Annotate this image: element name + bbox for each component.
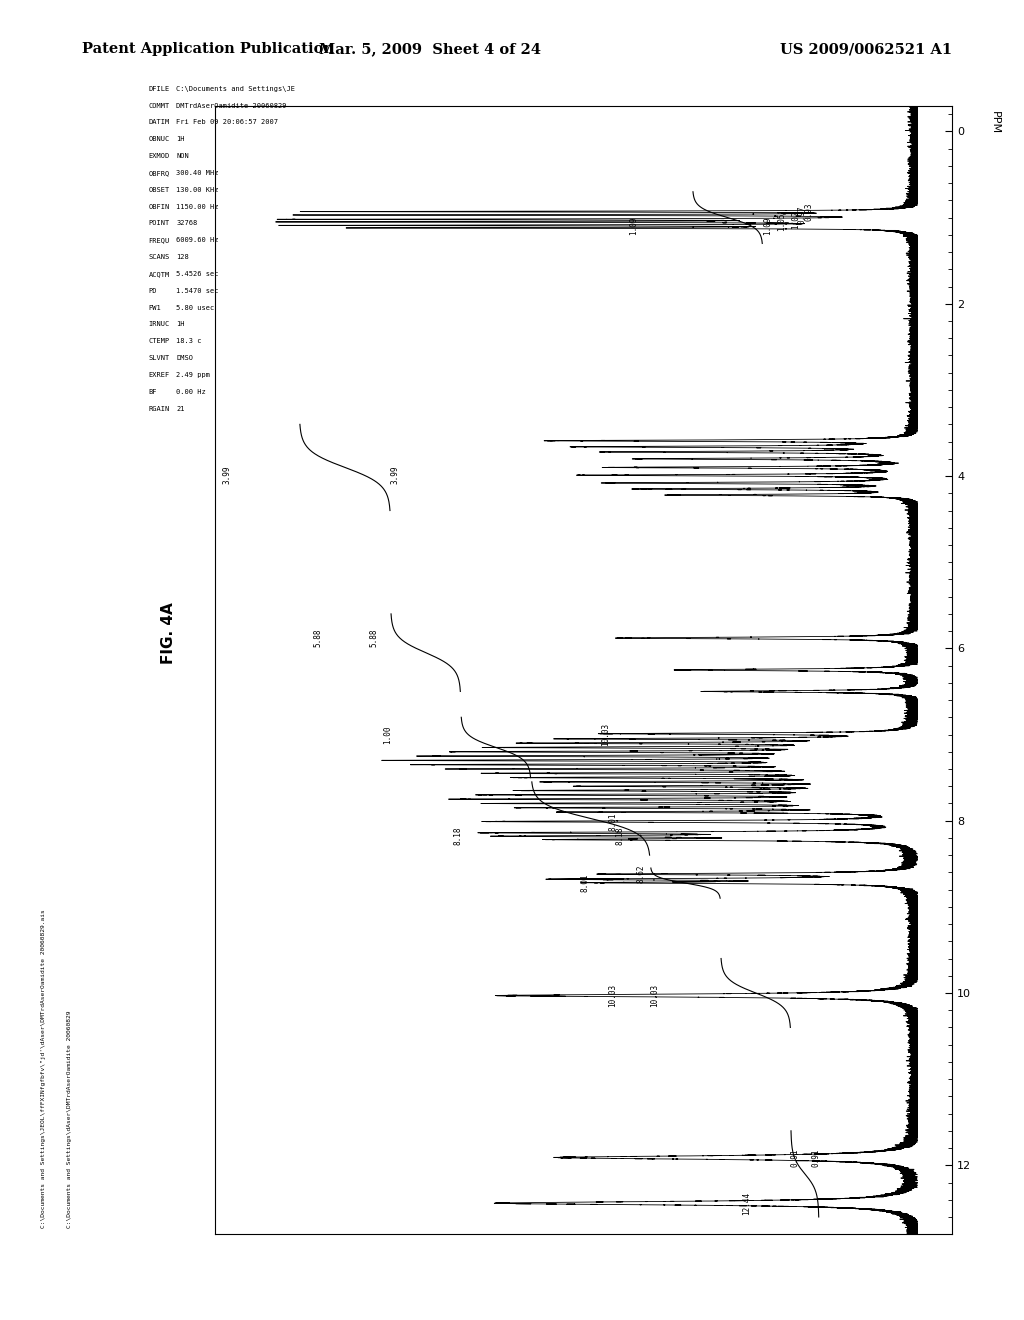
- Text: RGAIN: RGAIN: [148, 405, 170, 412]
- Text: 1.09: 1.09: [630, 216, 638, 235]
- Text: Patent Application Publication: Patent Application Publication: [82, 42, 334, 57]
- Text: EXREF: EXREF: [148, 372, 170, 378]
- Text: FIG. 4A: FIG. 4A: [162, 603, 176, 664]
- Text: 5.88: 5.88: [313, 628, 323, 647]
- Text: 5.4526 sec: 5.4526 sec: [176, 271, 219, 277]
- Text: 1H: 1H: [176, 321, 185, 327]
- Text: 1H: 1H: [176, 136, 185, 143]
- Text: 10.03: 10.03: [608, 983, 617, 1007]
- Text: Fri Feb 09 20:06:57 2007: Fri Feb 09 20:06:57 2007: [176, 120, 279, 125]
- Text: SLVNT: SLVNT: [148, 355, 170, 362]
- Text: ACQTM: ACQTM: [148, 271, 170, 277]
- Text: IRNUC: IRNUC: [148, 321, 170, 327]
- Text: Mar. 5, 2009  Sheet 4 of 24: Mar. 5, 2009 Sheet 4 of 24: [319, 42, 541, 57]
- Text: 10.03: 10.03: [650, 983, 659, 1007]
- Text: DMSO: DMSO: [176, 355, 194, 362]
- Text: SCANS: SCANS: [148, 253, 170, 260]
- Text: 21: 21: [176, 405, 185, 412]
- Text: 1.05: 1.05: [777, 213, 785, 231]
- Text: OBNUC: OBNUC: [148, 136, 170, 143]
- Text: BF: BF: [148, 388, 157, 395]
- Text: OBFIN: OBFIN: [148, 203, 170, 210]
- Text: PD: PD: [148, 288, 157, 294]
- Text: COMMT: COMMT: [148, 103, 170, 108]
- Text: 3.99: 3.99: [222, 466, 231, 484]
- Text: 12.44: 12.44: [741, 1192, 751, 1214]
- Text: 0.00 Hz: 0.00 Hz: [176, 388, 206, 395]
- Text: 18.3 c: 18.3 c: [176, 338, 202, 345]
- Text: FREQU: FREQU: [148, 238, 170, 243]
- Text: 130.00 KHz: 130.00 KHz: [176, 186, 219, 193]
- Text: 8.18: 8.18: [454, 826, 463, 845]
- Text: 1.09: 1.09: [763, 216, 772, 235]
- Text: OBFRQ: OBFRQ: [148, 170, 170, 176]
- Text: 1.02: 1.02: [791, 210, 800, 228]
- Text: 8.01: 8.01: [608, 812, 617, 830]
- Text: 128: 128: [176, 253, 189, 260]
- Text: 3.99: 3.99: [390, 466, 399, 484]
- Text: 5.80 usec: 5.80 usec: [176, 305, 215, 310]
- Text: 8.01: 8.01: [581, 874, 589, 892]
- Text: 1.00: 1.00: [384, 725, 392, 743]
- Text: 2.49 ppm: 2.49 ppm: [176, 372, 211, 378]
- Text: DMTrdAserOamidite 20060829: DMTrdAserOamidite 20060829: [176, 103, 287, 108]
- Text: 8.18: 8.18: [615, 826, 625, 845]
- Text: C:\Documents and Settings\dAser\DMTrdAserOamidite 20060829: C:\Documents and Settings\dAser\DMTrdAse…: [67, 1010, 72, 1228]
- Text: 8.62: 8.62: [636, 865, 645, 883]
- Text: 300.40 MHz: 300.40 MHz: [176, 170, 219, 176]
- Text: 32768: 32768: [176, 220, 198, 227]
- Text: 0.97: 0.97: [798, 206, 807, 224]
- Text: 0.91: 0.91: [791, 1148, 800, 1167]
- Text: NON: NON: [176, 153, 189, 160]
- Text: 5.88: 5.88: [370, 628, 379, 647]
- Text: C:\Documents and Settings\JE: C:\Documents and Settings\JE: [176, 86, 296, 92]
- Text: 6009.60 Hz: 6009.60 Hz: [176, 238, 219, 243]
- Text: 0.93: 0.93: [805, 202, 814, 220]
- Text: 1.5470 sec: 1.5470 sec: [176, 288, 219, 294]
- Text: EXMOD: EXMOD: [148, 153, 170, 160]
- Text: 0.91: 0.91: [812, 1148, 821, 1167]
- Text: DATIM: DATIM: [148, 120, 170, 125]
- Text: POINT: POINT: [148, 220, 170, 227]
- Text: OBSET: OBSET: [148, 186, 170, 193]
- Text: US 2009/0062521 A1: US 2009/0062521 A1: [780, 42, 952, 57]
- Text: DFILE: DFILE: [148, 86, 170, 92]
- Text: CTEMP: CTEMP: [148, 338, 170, 345]
- Text: 1150.00 Hz: 1150.00 Hz: [176, 203, 219, 210]
- Y-axis label: PPM: PPM: [990, 111, 1000, 135]
- Text: PW1: PW1: [148, 305, 161, 310]
- Text: C:\Documents and Settings\JEOL\ffFXINfgfbfv\"jd'\dAser\DMTrdAserOamidite 2006082: C:\Documents and Settings\JEOL\ffFXINfgf…: [41, 909, 46, 1228]
- Text: 10.03: 10.03: [601, 723, 610, 746]
